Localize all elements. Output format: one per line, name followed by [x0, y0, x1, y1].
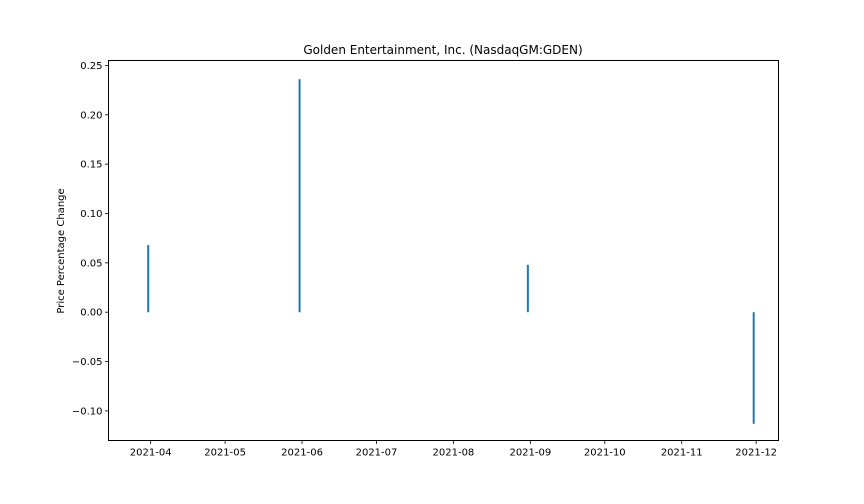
x-tick-label-3: 2021-07 [356, 448, 398, 459]
y-tick-label-3: 0.05 [80, 258, 102, 269]
x-tick-label-8: 2021-12 [735, 448, 777, 459]
y-tick-label-2: 0.00 [80, 308, 102, 319]
y-tick-label-7: 0.25 [80, 61, 102, 72]
y-axis: −0.10 −0.05 0.00 0.05 0.10 0.15 0.20 0.25 [72, 61, 109, 417]
chart-title: Golden Entertainment, Inc. (NasdaqGM:GDE… [303, 43, 582, 57]
x-tick-label-2: 2021-06 [281, 448, 323, 459]
bars [147, 79, 755, 424]
y-tick-label-4: 0.10 [80, 209, 102, 220]
y-axis-label: Price Percentage Change [56, 188, 67, 313]
y-tick-label-1: −0.05 [72, 357, 103, 368]
x-tick-label-6: 2021-10 [584, 448, 626, 459]
x-tick-label-0: 2021-04 [130, 448, 172, 459]
y-tick-label-6: 0.20 [80, 110, 102, 121]
x-tick-label-1: 2021-05 [204, 448, 246, 459]
x-tick-label-7: 2021-11 [661, 448, 703, 459]
x-axis: 2021-04 2021-05 2021-06 2021-07 2021-08 2021-… [130, 440, 777, 459]
y-tick-label-5: 0.15 [80, 160, 102, 171]
plot-frame [108, 60, 779, 441]
y-tick-label-0: −0.10 [72, 406, 103, 417]
x-tick-label-4: 2021-08 [433, 448, 475, 459]
x-tick-label-5: 2021-09 [509, 448, 551, 459]
